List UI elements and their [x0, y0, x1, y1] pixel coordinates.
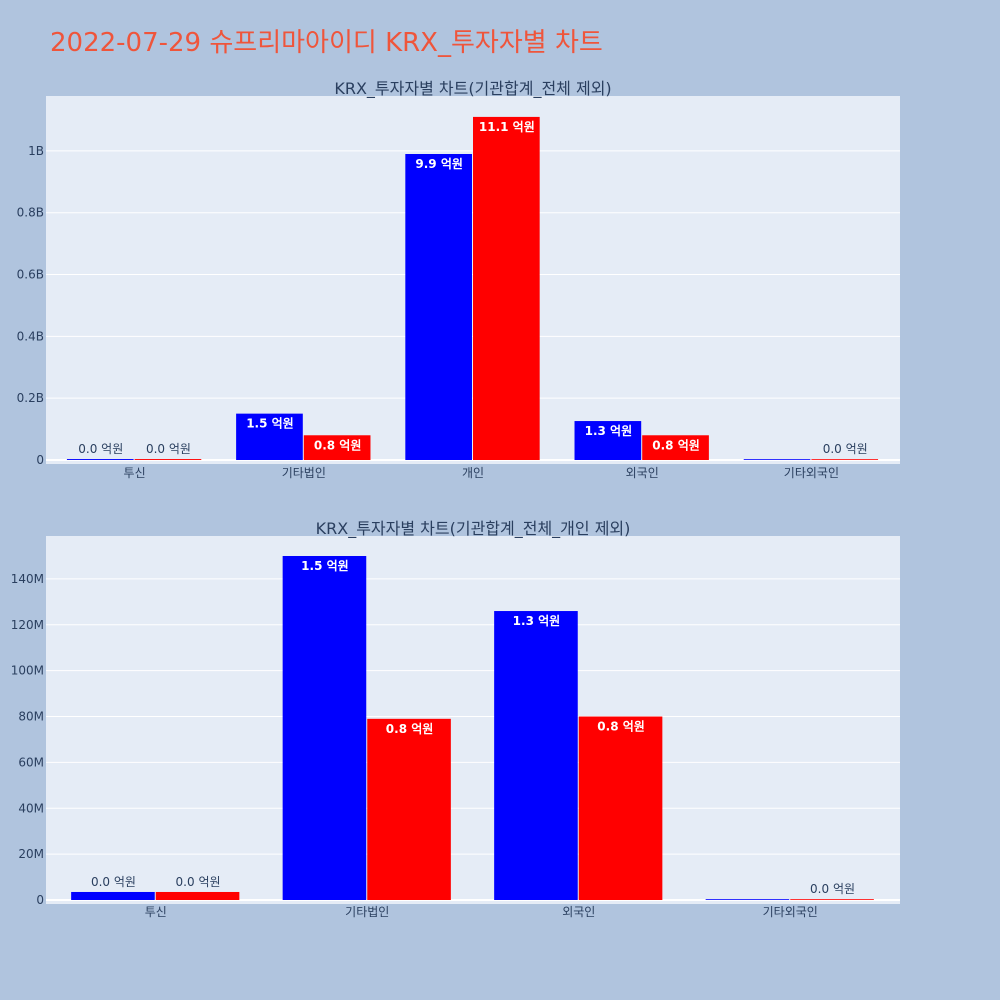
chart1-y-tick-label: 0.8B — [17, 206, 44, 220]
chart1-data-label: 0.0 억원 — [78, 442, 123, 456]
chart2-y-tick-label: 140M — [11, 572, 44, 586]
chart2-data-label: 0.0 억원 — [91, 875, 136, 889]
chart1-y-tick-label: 1B — [28, 144, 44, 158]
chart2-y-tick-label: 120M — [11, 618, 44, 632]
chart2-data-label: 1.5 억원 — [301, 559, 349, 573]
chart2-x-tick-label: 투신 — [145, 905, 167, 919]
chart1-y-tick-label: 0.4B — [17, 329, 44, 343]
chart2-title: KRX_투자자별 차트(기관합계_전체_개인 제외) — [316, 519, 631, 539]
chart2-x-tick-label: 기타법인 — [345, 905, 389, 919]
chart2-bar — [578, 716, 663, 900]
chart2-data-label: 0.0 억원 — [810, 882, 855, 896]
chart1-y-tick-label: 0 — [36, 453, 44, 467]
chart2-bar — [282, 556, 367, 900]
chart1-bar — [574, 421, 642, 460]
chart1-x-tick-label: 투신 — [124, 466, 146, 480]
chart2-data-label: 0.8 억원 — [597, 720, 645, 734]
chart2-bar — [155, 891, 240, 900]
chart1-data-label: 0.8 억원 — [652, 438, 700, 452]
chart2-bar — [71, 891, 155, 900]
chart1-data-label: 1.3 억원 — [585, 424, 633, 438]
chart2-bar — [367, 718, 451, 900]
chart2-y-tick-label: 80M — [18, 710, 44, 724]
chart2-bar — [790, 899, 874, 900]
chart1-data-label: 11.1 억원 — [479, 120, 535, 134]
chart1-bar — [811, 459, 879, 460]
chart2-bar — [494, 611, 578, 900]
chart2-y-tick-label: 40M — [18, 801, 44, 815]
chart2-y-tick-label: 100M — [11, 664, 44, 678]
chart1-data-label: 0.0 억원 — [146, 442, 191, 456]
chart1-bar — [303, 435, 371, 460]
chart2-y-tick-label: 60M — [18, 755, 44, 769]
chart1-bar — [642, 435, 709, 460]
chart1-bar — [66, 459, 134, 460]
chart2-bar — [705, 899, 790, 900]
chart1-data-label: 0.8 억원 — [314, 438, 362, 452]
chart2-data-label: 0.0 억원 — [176, 875, 221, 889]
chart1-bar — [236, 413, 303, 460]
chart2-data-label: 1.3 억원 — [513, 614, 561, 628]
chart1-data-label: 0.0 억원 — [823, 442, 868, 456]
chart1-title: KRX_투자자별 차트(기관합계_전체 제외) — [334, 79, 611, 99]
chart2-y-tick-label: 0 — [36, 893, 44, 907]
chart1-y-tick-label: 0.6B — [17, 268, 44, 282]
chart2-x-tick-label: 기타외국인 — [763, 905, 818, 919]
chart1-bar — [134, 459, 202, 460]
chart1-x-tick-label: 개인 — [462, 466, 484, 480]
chart2-plot-area — [46, 536, 900, 904]
chart1-x-tick-label: 기타법인 — [282, 466, 326, 480]
page-title: 2022-07-29 슈프리마아이디 KRX_투자자별 차트 — [50, 28, 603, 58]
chart1-data-label: 1.5 억원 — [246, 417, 294, 431]
chart1-bar — [405, 154, 472, 460]
chart1-y-tick-label: 0.2B — [17, 391, 44, 405]
chart1-x-tick-label: 기타외국인 — [784, 466, 839, 480]
chart1-bar — [473, 116, 540, 460]
chart2-y-tick-label: 20M — [18, 847, 44, 861]
chart2-data-label: 0.8 억원 — [386, 722, 434, 736]
chart1-data-label: 9.9 억원 — [415, 157, 463, 171]
chart1-bar — [743, 459, 811, 460]
chart2-x-tick-label: 외국인 — [562, 905, 595, 919]
chart1-x-tick-label: 외국인 — [626, 466, 659, 480]
